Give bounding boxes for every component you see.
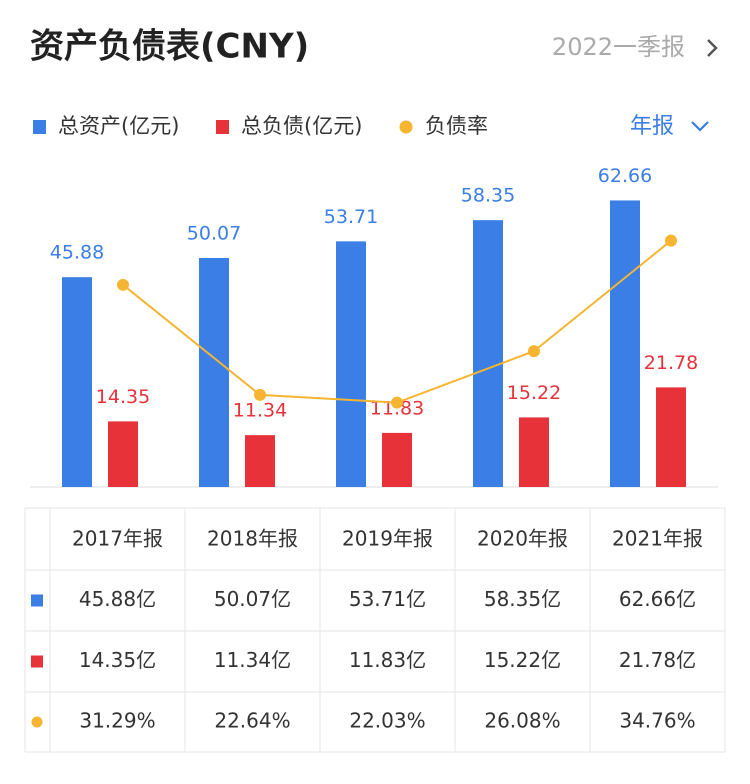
bar: [473, 220, 503, 487]
legend-label: 负债率: [425, 114, 488, 138]
value-label: 14.35: [96, 386, 150, 408]
legend-marker: [33, 120, 46, 134]
legend-marker: [216, 120, 229, 134]
table-cell: 21.78亿: [619, 648, 696, 672]
table-header: 2021年报: [612, 527, 703, 551]
chevron-right[interactable]: [707, 39, 718, 57]
value-label: 58.35: [461, 185, 515, 207]
bar: [656, 387, 686, 487]
row-marker: [31, 594, 43, 607]
bar: [199, 258, 229, 487]
bar: [382, 432, 412, 487]
bar: [610, 200, 640, 488]
table-cell: 58.35亿: [484, 587, 561, 611]
bar: [245, 435, 275, 487]
bar: [519, 417, 549, 487]
title: 资产负债表(CNY): [30, 27, 309, 67]
table-cell: 34.76%: [619, 709, 695, 733]
table-cell: 45.88亿: [79, 587, 156, 611]
table-cell: 53.71亿: [349, 587, 426, 611]
value-label: 21.78: [644, 352, 698, 374]
table-header: 2018年报: [207, 527, 298, 551]
table-cell: 26.08%: [484, 709, 560, 733]
value-label: 15.22: [507, 382, 561, 404]
ratio-point: [391, 396, 403, 409]
ratio-point: [117, 278, 129, 291]
table-cell: 50.07亿: [214, 587, 291, 611]
value-label: 53.71: [324, 206, 378, 228]
value-label: 11.34: [233, 400, 287, 422]
row-marker: [31, 716, 43, 728]
bar: [108, 421, 138, 487]
ratio-point: [665, 234, 677, 247]
table-cell: 11.34亿: [214, 648, 291, 672]
report-toggle[interactable]: 年报: [630, 114, 674, 139]
table-cell: 14.35亿: [79, 648, 156, 672]
ratio-point: [254, 388, 266, 401]
table-cell: 15.22亿: [484, 648, 561, 672]
table-header: 2019年报: [342, 527, 433, 551]
table-cell: 22.03%: [349, 709, 425, 733]
value-label: 45.88: [50, 242, 104, 264]
ratio-point: [528, 345, 540, 358]
value-label: 50.07: [187, 223, 241, 245]
value-label: 62.66: [598, 165, 652, 187]
table-cell: 31.29%: [79, 709, 155, 733]
table-cell: 11.83亿: [349, 648, 426, 672]
period-selector[interactable]: 2022一季报: [552, 33, 685, 61]
table-cell: 62.66亿: [619, 587, 696, 611]
table-cell: 22.64%: [214, 709, 290, 733]
legend-label: 总资产(亿元): [58, 114, 179, 138]
legend-label: 总负债(亿元): [241, 114, 362, 138]
bar: [336, 241, 366, 487]
legend-marker: [399, 120, 413, 134]
table-header: 2020年报: [477, 527, 568, 551]
row-marker: [31, 655, 43, 668]
table-header: 2017年报: [72, 527, 163, 551]
chevron-down[interactable]: [691, 121, 709, 132]
bar: [62, 277, 92, 487]
